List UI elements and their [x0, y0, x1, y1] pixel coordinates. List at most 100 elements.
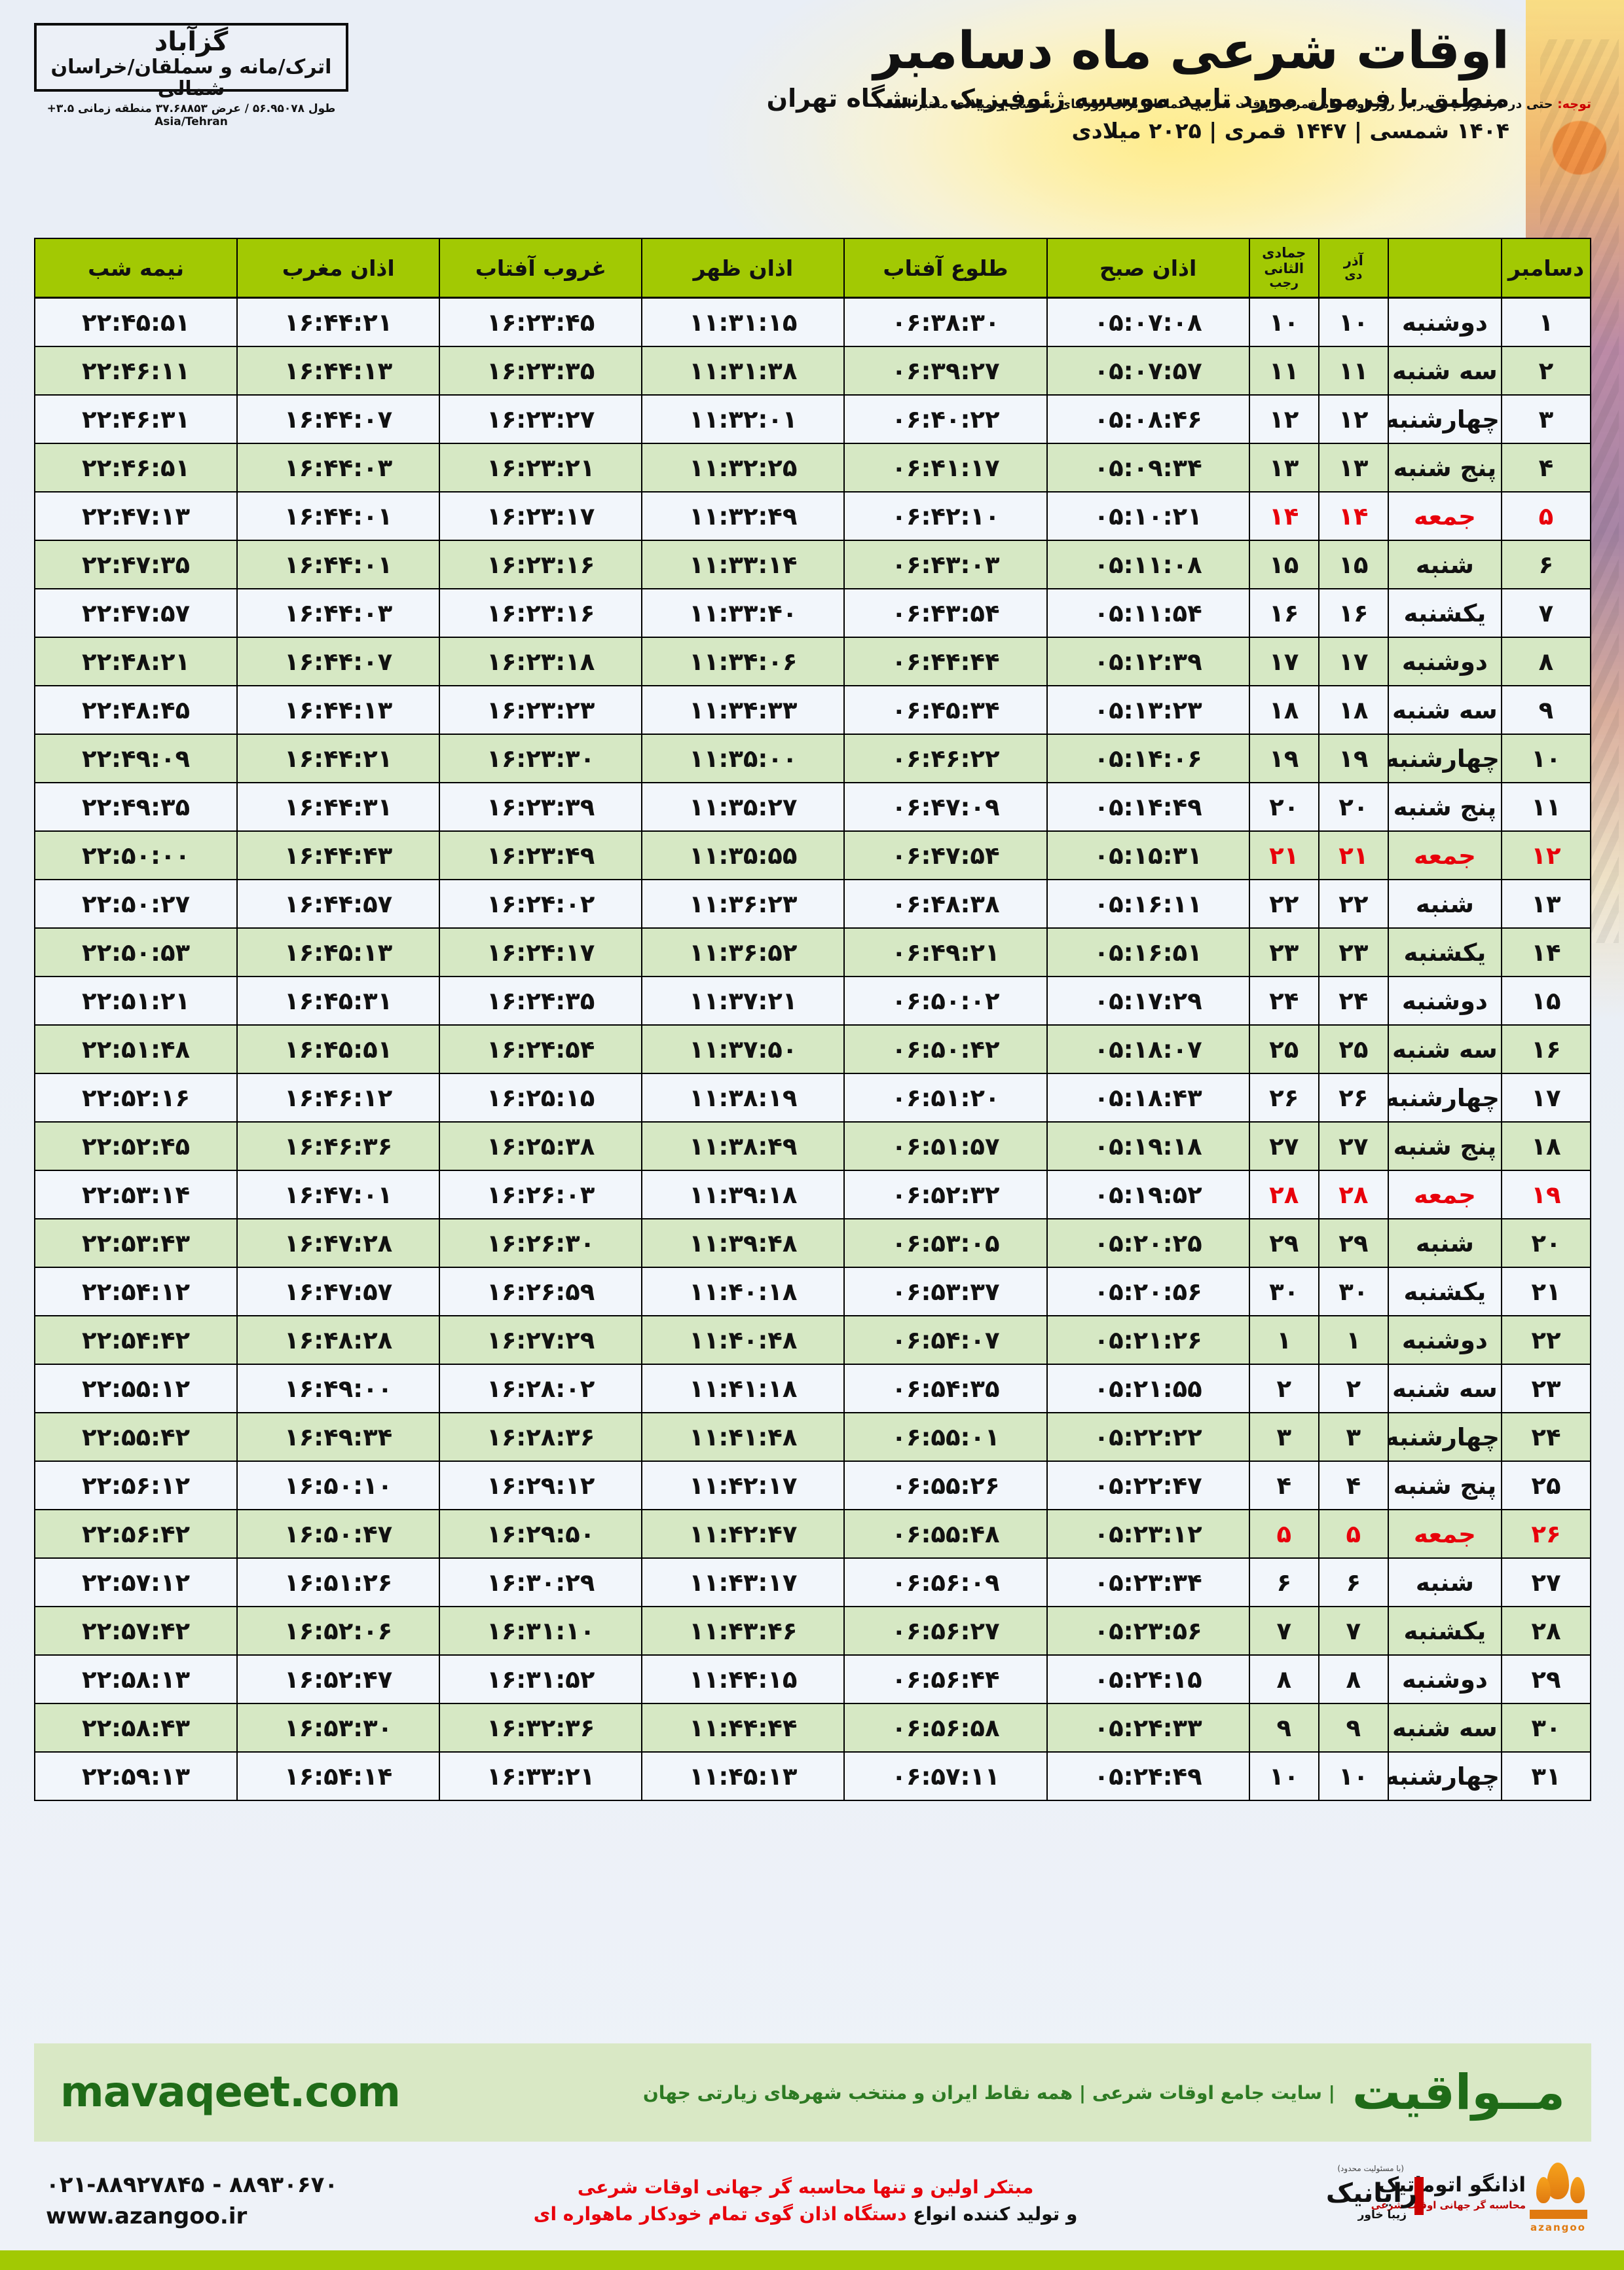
- table-row: ۳۰ سه شنبه ۹ ۹ ۰۵:۲۴:۳۳ ۰۶:۵۶:۵۸ ۱۱:۴۴:۴۴ ۱۶:۳۲…: [33, 1703, 1592, 1753]
- cell-dhuhr: ۱۱:۴۲:۴۷: [641, 1509, 845, 1559]
- col-header-solar-month: آذر: [1343, 253, 1363, 269]
- cell-hijri-day: ۲۱: [1248, 830, 1320, 880]
- cell-midnight: ۲۲:۵۶:۴۲: [33, 1509, 238, 1559]
- rayanic-name: رایانیک: [1325, 2178, 1417, 2208]
- table-row: ۵ جمعه ۱۴ ۱۴ ۰۵:۱۰:۲۱ ۰۶:۴۲:۱۰ ۱۱:۳۲:۴۹ ۱۶:۲۳:۱…: [33, 491, 1592, 541]
- table-row: ۱۶ سه شنبه ۲۵ ۲۵ ۰۵:۱۸:۰۷ ۰۶:۵۰:۴۲ ۱۱:۳۷:۵۰ ۱۶:…: [33, 1024, 1592, 1074]
- brand-website[interactable]: mavaqeet.com: [60, 2068, 401, 2117]
- cell-sunset: ۱۶:۲۴:۰۲: [439, 879, 643, 929]
- cell-solar-day: ۵: [1318, 1509, 1389, 1559]
- cell-maghrib: ۱۶:۴۹:۳۴: [236, 1412, 441, 1462]
- cell-midnight: ۲۲:۴۶:۱۱: [33, 346, 238, 396]
- table-row: ۱۹ جمعه ۲۸ ۲۸ ۰۵:۱۹:۵۲ ۰۶:۵۲:۳۲ ۱۱:۳۹:۱۸ ۱۶:۲۶:…: [33, 1170, 1592, 1219]
- cell-maghrib: ۱۶:۵۰:۴۷: [236, 1509, 441, 1559]
- cell-fajr: ۰۵:۱۹:۵۲: [1046, 1170, 1250, 1219]
- cell-hijri-day: ۲۸: [1248, 1170, 1320, 1219]
- table-row: ۳۱ چهارشنبه ۱۰ ۱۰ ۰۵:۲۴:۴۹ ۰۶:۵۷:۱۱ ۱۱:۴۵:۱۳ ۱۶…: [33, 1751, 1592, 1801]
- cell-sunset: ۱۶:۲۸:۳۶: [439, 1412, 643, 1462]
- contact-website[interactable]: www.azangoo.ir: [46, 2203, 248, 2229]
- table-row: ۲۲ دوشنبه ۱ ۱ ۰۵:۲۱:۲۶ ۰۶:۵۴:۰۷ ۱۱:۴۰:۴۸ ۱۶:۲۷:…: [33, 1315, 1592, 1365]
- cell-weekday: یکشنبه: [1387, 1267, 1502, 1316]
- prayer-times-table-wrapper: دسامبر آذر دی جمادی الثانی رجب اذان صبح …: [33, 238, 1592, 1801]
- cell-weekday: سه شنبه: [1387, 685, 1502, 735]
- cell-fajr: ۰۵:۱۸:۰۷: [1046, 1024, 1250, 1074]
- cell-dhuhr: ۱۱:۳۵:۵۵: [641, 830, 845, 880]
- table-header-row: دسامبر آذر دی جمادی الثانی رجب اذان صبح …: [33, 238, 1592, 299]
- slogan-line-2-plain: و تولید کننده انواع: [906, 2203, 1078, 2225]
- table-row: ۱۳ شنبه ۲۲ ۲۲ ۰۵:۱۶:۱۱ ۰۶:۴۸:۳۸ ۱۱:۳۶:۲۳ ۱۶:۲۴:…: [33, 879, 1592, 929]
- cell-midnight: ۲۲:۵۰:۰۰: [33, 830, 238, 880]
- cell-weekday: دوشنبه: [1387, 976, 1502, 1026]
- cell-hijri-day: ۱۹: [1248, 734, 1320, 783]
- cell-sunrise: ۰۶:۵۰:۰۲: [843, 976, 1048, 1026]
- cell-maghrib: ۱۶:۵۱:۲۶: [236, 1557, 441, 1607]
- cell-midnight: ۲۲:۴۷:۵۷: [33, 588, 238, 638]
- cell-dhuhr: ۱۱:۳۹:۱۸: [641, 1170, 845, 1219]
- cell-weekday: یکشنبه: [1387, 1606, 1502, 1656]
- table-row: ۱۲ جمعه ۲۱ ۲۱ ۰۵:۱۵:۳۱ ۰۶:۴۷:۵۴ ۱۱:۳۵:۵۵ ۱۶:۲۳:…: [33, 830, 1592, 880]
- cell-solar-day: ۱۷: [1318, 637, 1389, 686]
- cell-sunset: ۱۶:۲۳:۱۷: [439, 491, 643, 541]
- cell-gregorian-day: ۳۰: [1500, 1703, 1592, 1753]
- cell-hijri-day: ۲۷: [1248, 1121, 1320, 1171]
- table-row: ۲۳ سه شنبه ۲ ۲ ۰۵:۲۱:۵۵ ۰۶:۵۴:۳۵ ۱۱:۴۱:۱۸ ۱۶:۲۸…: [33, 1364, 1592, 1413]
- cell-dhuhr: ۱۱:۳۳:۱۴: [641, 540, 845, 589]
- cell-maghrib: ۱۶:۴۴:۴۳: [236, 830, 441, 880]
- cell-solar-day: ۲۱: [1318, 830, 1389, 880]
- cell-sunrise: ۰۶:۴۰:۲۲: [843, 394, 1048, 444]
- cell-sunrise: ۰۶:۵۶:۴۴: [843, 1654, 1048, 1704]
- cell-gregorian-day: ۱: [1500, 297, 1592, 347]
- cell-dhuhr: ۱۱:۴۱:۱۸: [641, 1364, 845, 1413]
- table-row: ۳ چهارشنبه ۱۲ ۱۲ ۰۵:۰۸:۴۶ ۰۶:۴۰:۲۲ ۱۱:۳۲:۰۱ ۱۶:…: [33, 394, 1592, 444]
- cell-gregorian-day: ۸: [1500, 637, 1592, 686]
- cell-sunrise: ۰۶:۳۹:۲۷: [843, 346, 1048, 396]
- cell-gregorian-day: ۲۵: [1500, 1461, 1592, 1510]
- cell-gregorian-day: ۲۲: [1500, 1315, 1592, 1365]
- table-row: ۲۵ پنج شنبه ۴ ۴ ۰۵:۲۲:۴۷ ۰۶:۵۵:۲۶ ۱۱:۴۲:۱۷ ۱۶:۲…: [33, 1461, 1592, 1510]
- table-row: ۲۰ شنبه ۲۹ ۲۹ ۰۵:۲۰:۲۵ ۰۶:۵۳:۰۵ ۱۱:۳۹:۴۸ ۱۶:۲۶:…: [33, 1218, 1592, 1268]
- table-row: ۹ سه شنبه ۱۸ ۱۸ ۰۵:۱۳:۲۳ ۰۶:۴۵:۳۴ ۱۱:۳۴:۳۳ ۱۶:۲…: [33, 685, 1592, 735]
- table-header: دسامبر آذر دی جمادی الثانی رجب اذان صبح …: [33, 238, 1592, 299]
- cell-dhuhr: ۱۱:۴۳:۴۶: [641, 1606, 845, 1656]
- slogan-line-1: مبتكر اولین و تنها محاسبه گر جهانی اوقات…: [577, 2176, 1034, 2198]
- cell-gregorian-day: ۱۷: [1500, 1073, 1592, 1123]
- cell-sunset: ۱۶:۲۶:۳۰: [439, 1218, 643, 1268]
- col-header-solar-month-2: دی: [1344, 268, 1363, 283]
- cell-maghrib: ۱۶:۴۶:۱۲: [236, 1073, 441, 1123]
- cell-hijri-day: ۱۰: [1248, 1751, 1320, 1801]
- cell-gregorian-day: ۱۲: [1500, 830, 1592, 880]
- table-row: ۸ دوشنبه ۱۷ ۱۷ ۰۵:۱۲:۳۹ ۰۶:۴۴:۴۴ ۱۱:۳۴:۰۶ ۱۶:۲۳…: [33, 637, 1592, 686]
- note-label: توجه:: [1557, 97, 1591, 111]
- cell-maghrib: ۱۶:۵۳:۳۰: [236, 1703, 441, 1753]
- cell-midnight: ۲۲:۴۸:۴۵: [33, 685, 238, 735]
- cell-gregorian-day: ۱۹: [1500, 1170, 1592, 1219]
- cell-solar-day: ۳۰: [1318, 1267, 1389, 1316]
- cell-midnight: ۲۲:۵۸:۱۳: [33, 1654, 238, 1704]
- cell-sunset: ۱۶:۲۳:۲۳: [439, 685, 643, 735]
- brand-tagline: | سایت جامع اوقات شرعی | همه نقاط ایران …: [642, 2081, 1335, 2104]
- cell-sunset: ۱۶:۲۸:۰۲: [439, 1364, 643, 1413]
- cell-midnight: ۲۲:۵۱:۲۱: [33, 976, 238, 1026]
- col-header-dhuhr: اذان ظهر: [641, 238, 845, 299]
- cell-hijri-day: ۲: [1248, 1364, 1320, 1413]
- cell-hijri-day: ۷: [1248, 1606, 1320, 1656]
- cell-fajr: ۰۵:۲۰:۲۵: [1046, 1218, 1250, 1268]
- cell-fajr: ۰۵:۱۱:۰۸: [1046, 540, 1250, 589]
- cell-solar-day: ۲۹: [1318, 1218, 1389, 1268]
- col-header-sunrise: طلوع آفتاب: [843, 238, 1048, 299]
- cell-hijri-day: ۱۲: [1248, 394, 1320, 444]
- cell-sunrise: ۰۶:۵۷:۱۱: [843, 1751, 1048, 1801]
- cell-maghrib: ۱۶:۴۴:۱۳: [236, 346, 441, 396]
- cell-hijri-day: ۱۳: [1248, 443, 1320, 493]
- cell-sunrise: ۰۶:۵۵:۰۱: [843, 1412, 1048, 1462]
- slogan-line-2-highlight: دستگاه اذان گوی تمام خودکار ماهواره ای: [533, 2203, 907, 2225]
- cell-maghrib: ۱۶:۴۵:۵۱: [236, 1024, 441, 1074]
- cell-hijri-day: ۲۲: [1248, 879, 1320, 929]
- cell-maghrib: ۱۶:۵۰:۱۰: [236, 1461, 441, 1510]
- cell-solar-day: ۱۰: [1318, 1751, 1389, 1801]
- table-row: ۱۵ دوشنبه ۲۴ ۲۴ ۰۵:۱۷:۲۹ ۰۶:۵۰:۰۲ ۱۱:۳۷:۲۱ ۱۶:۲…: [33, 976, 1592, 1026]
- cell-dhuhr: ۱۱:۳۵:۰۰: [641, 734, 845, 783]
- calendar-years-line: ۱۴۰۴ شمسی | ۱۴۴۷ قمری | ۲۰۲۵ میلادی: [1071, 117, 1509, 143]
- cell-hijri-day: ۲۵: [1248, 1024, 1320, 1074]
- cell-sunrise: ۰۶:۵۵:۴۸: [843, 1509, 1048, 1559]
